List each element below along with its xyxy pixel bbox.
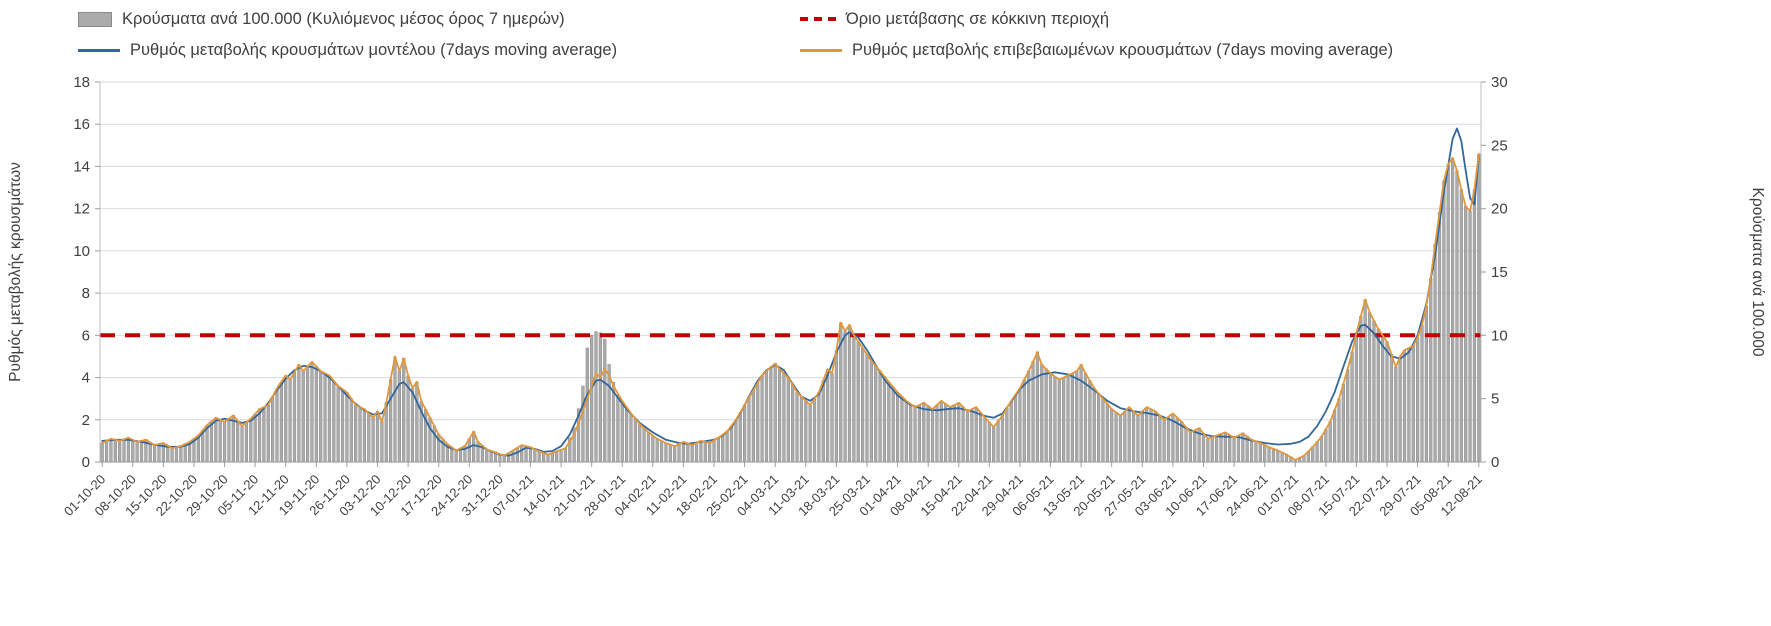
bars-series (100, 153, 1481, 463)
svg-text:8: 8 (82, 285, 90, 302)
legend-label-confirmed-rate: Ρυθμός μεταβολής επιβεβαιωμένων κρουσμάτ… (852, 40, 1394, 59)
y-axis-left-title: Ρυθμός μεταβολής κρουσμάτων (7, 162, 24, 382)
legend-item-confirmed-rate: Ρυθμός μεταβολής επιβεβαιωμένων κρουσμάτ… (800, 37, 1393, 63)
y-axis-right-title: Κρούσματα ανά 100.000 (1749, 188, 1766, 357)
svg-text:18: 18 (73, 74, 90, 91)
svg-text:4: 4 (82, 370, 90, 387)
y-axis-right: 0 5 10 15 20 25 30 (1481, 74, 1508, 471)
confirmed-line-swatch (800, 48, 842, 52)
legend-label-cases-per-100k: Κρούσματα ανά 100.000 (Κυλιόμενος μέσος … (122, 9, 565, 28)
svg-text:6: 6 (82, 327, 90, 344)
svg-text:30: 30 (1491, 74, 1508, 91)
svg-text:0: 0 (82, 454, 90, 471)
svg-text:2: 2 (82, 412, 90, 429)
svg-text:5: 5 (1491, 391, 1499, 408)
svg-text:14: 14 (73, 158, 90, 175)
threshold-line-swatch (800, 17, 836, 21)
legend-label-model-rate: Ρυθμός μεταβολής κρουσμάτων μοντέλου (7d… (130, 40, 618, 59)
chart-legend: Κρούσματα ανά 100.000 (Κυλιόμενος μέσος … (0, 0, 1771, 64)
legend-column-left: Κρούσματα ανά 100.000 (Κυλιόμενος μέσος … (78, 6, 617, 63)
legend-item-model-rate: Ρυθμός μεταβολής κρουσμάτων μοντέλου (7d… (78, 37, 617, 63)
svg-text:10: 10 (73, 243, 90, 260)
model-line-swatch (78, 48, 120, 52)
svg-text:10: 10 (1491, 327, 1508, 344)
svg-text:25: 25 (1491, 137, 1508, 154)
legend-column-right: Όριο μετάβασης σε κόκκινη περιοχή Ρυθμός… (800, 6, 1393, 63)
y-axis-left: 0 2 4 6 8 10 12 14 16 18 (73, 74, 100, 471)
svg-text:16: 16 (73, 116, 90, 133)
svg-text:12: 12 (73, 201, 90, 218)
confirmed-line (101, 152, 1480, 461)
legend-label-red-threshold: Όριο μετάβασης σε κόκκινη περιοχή (846, 9, 1110, 28)
svg-text:15: 15 (1491, 264, 1508, 281)
svg-text:0: 0 (1491, 454, 1499, 471)
x-axis: 01-10-2008-10-2015-10-2022-10-2029-10-20… (61, 462, 1485, 519)
legend-item-red-threshold: Όριο μετάβασης σε κόκκινη περιοχή (800, 6, 1393, 32)
bar-series-swatch (78, 11, 112, 27)
legend-item-cases-per-100k: Κρούσματα ανά 100.000 (Κυλιόμενος μέσος … (78, 6, 617, 32)
svg-text:20: 20 (1491, 201, 1508, 218)
